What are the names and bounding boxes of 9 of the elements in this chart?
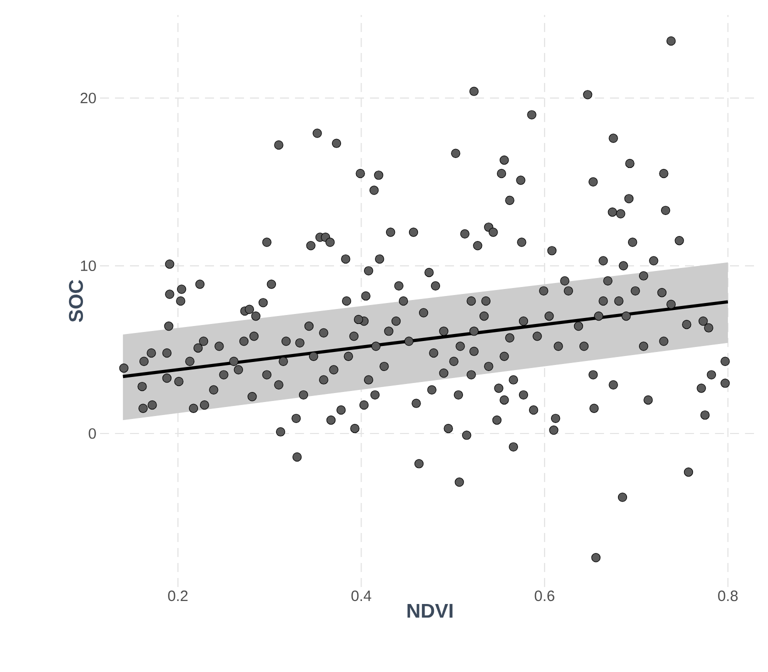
x-tick-label: 0.4	[351, 590, 372, 602]
x-tick-label: 0.2	[168, 590, 188, 602]
y-axis-title: SOC	[68, 280, 84, 322]
y-tick-label: 20	[80, 92, 96, 104]
x-tick-label: 0.6	[534, 590, 554, 602]
x-axis-title: NDVI	[408, 604, 452, 618]
y-tick-label: 10	[81, 260, 96, 272]
y-tick-label: 0	[88, 428, 96, 439]
x-tick-label: 0.8	[718, 590, 738, 602]
